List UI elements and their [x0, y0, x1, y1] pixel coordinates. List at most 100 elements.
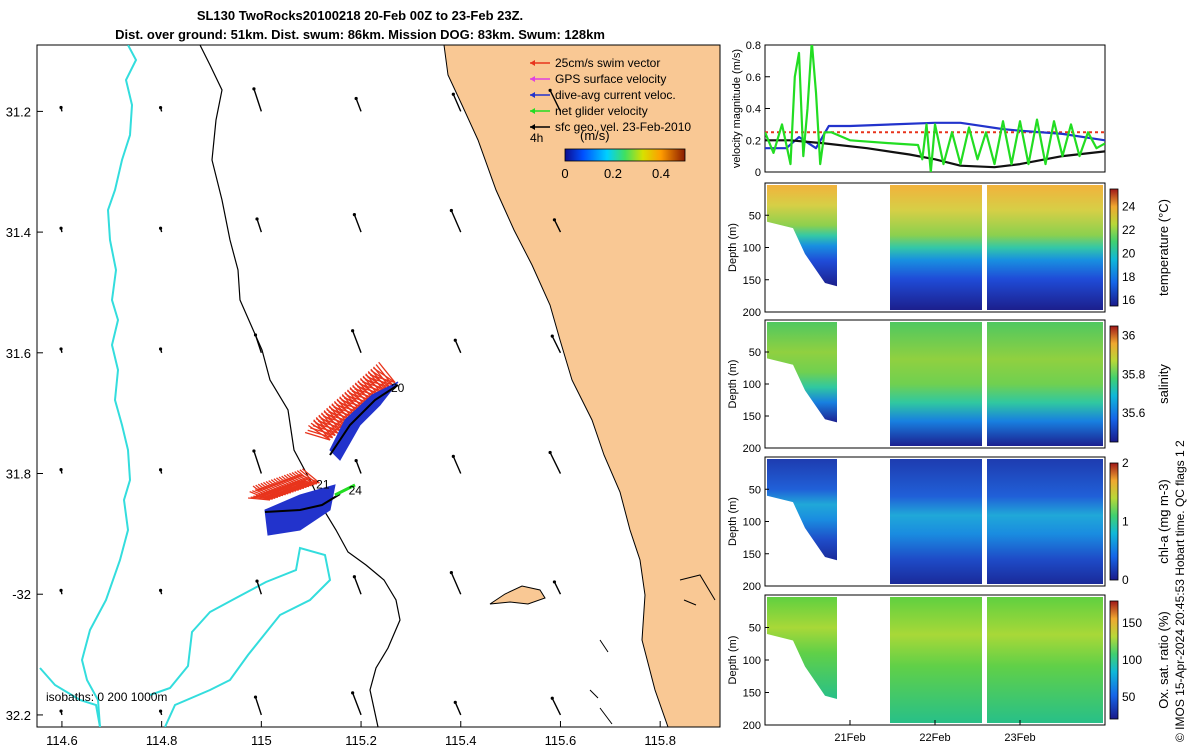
depth-tick-label: 100	[743, 517, 761, 529]
sfc-arrow-head	[59, 227, 62, 230]
depth-tick-label: 100	[743, 379, 761, 391]
sfc-arrow-head	[59, 106, 62, 109]
lon-tick-label: 115.2	[345, 733, 377, 748]
colorbar-tick-label: 18	[1122, 270, 1136, 284]
sfc-arrow-head	[159, 710, 162, 713]
sfc-arrow-head	[549, 451, 552, 454]
sfc-arrow-head	[452, 455, 455, 458]
profile-block	[987, 185, 1103, 310]
sfc-arrow-head	[59, 589, 62, 592]
sfc-arrow-head	[254, 333, 257, 336]
colorbar-label: salinity	[1156, 364, 1171, 404]
profile-block	[987, 597, 1103, 723]
sfc-arrow-head	[355, 97, 358, 100]
colorbar-tick-label: 1	[1122, 515, 1129, 529]
depth-tick-label: 200	[743, 307, 761, 319]
depth-tick-label: 150	[743, 411, 761, 423]
profile-colorbar	[1110, 189, 1118, 306]
colorbar-tick-label: 2	[1122, 456, 1129, 470]
depth-label: Depth (m)	[727, 636, 739, 685]
depth-tick-label: 50	[749, 484, 761, 496]
depth-tick-label: 200	[743, 581, 761, 593]
lon-tick-label: 115.4	[445, 733, 477, 748]
sfc-arrow-head	[353, 575, 356, 578]
colorbar-tick-label: 0.4	[652, 166, 670, 181]
sfc-arrow-head	[553, 218, 556, 221]
sfc-arrow-head	[159, 347, 162, 350]
velocity-ytick-label: 0.8	[746, 40, 761, 52]
sfc-arrow-head	[59, 347, 62, 350]
sfc-arrow-head	[159, 589, 162, 592]
colorbar-tick-label: 36	[1122, 329, 1136, 343]
lat-tick-label: 32.2	[6, 708, 31, 723]
profile-block	[890, 597, 982, 723]
depth-tick-label: 50	[749, 623, 761, 635]
profile-block	[987, 459, 1103, 584]
lat-tick-label: 31.8	[6, 467, 31, 482]
lon-tick-label: 114.6	[46, 733, 78, 748]
profile-block	[987, 322, 1103, 446]
velocity-ytick-label: 0	[755, 167, 761, 179]
lat-tick-label: -32	[12, 587, 31, 602]
profile-colorbar	[1110, 326, 1118, 442]
lon-tick-label: 115	[251, 733, 272, 748]
time-tick-label: 21Feb	[834, 732, 865, 744]
sfc-arrow-head	[159, 468, 162, 471]
sfc-arrow-head	[252, 87, 255, 90]
depth-tick-label: 100	[743, 655, 761, 667]
sfc-arrow-head	[351, 329, 354, 332]
legend-label: sfc geo. vel. 23-Feb-2010	[555, 120, 691, 134]
isobaths-label: isobaths: 0 200 1000m	[46, 690, 167, 704]
colorbar-label: temperature (°C)	[1156, 199, 1171, 296]
legend-tag: 4h	[530, 131, 543, 145]
sfc-arrow-head	[59, 709, 62, 712]
sfc-arrow-head	[553, 580, 556, 583]
depth-tick-label: 200	[743, 443, 761, 455]
colorbar-tick-label: 0	[561, 166, 568, 181]
lat-tick-label: 31.6	[6, 346, 31, 361]
depth-tick-label: 150	[743, 688, 761, 700]
colorbar-label: chl-a (mg m-3)	[1156, 479, 1171, 564]
velocity-ytick-label: 0.2	[746, 135, 761, 147]
depth-label: Depth (m)	[727, 497, 739, 546]
colorbar-tick-label: 100	[1122, 653, 1142, 667]
colorbar-tick-label: 0	[1122, 573, 1129, 587]
lat-tick-label: 31.2	[6, 104, 31, 119]
lat-tick-label: 31.4	[6, 225, 31, 240]
day-label: 24	[349, 484, 363, 498]
sfc-arrow-head	[255, 217, 258, 220]
velocity-ylabel: velocity magnitude (m/s)	[731, 49, 743, 168]
colorbar-tick-label: 22	[1122, 223, 1136, 237]
credit-text: © IMOS 15-Apr-2024 20:45:53 Hobart time.…	[1173, 440, 1187, 742]
time-tick-label: 23Feb	[1004, 732, 1035, 744]
depth-label: Depth (m)	[727, 223, 739, 272]
depth-tick-label: 150	[743, 549, 761, 561]
sfc-arrow-head	[351, 691, 354, 694]
colorbar-tick-label: 50	[1122, 690, 1136, 704]
lon-tick-label: 115.6	[545, 733, 577, 748]
velocity-ytick-label: 0.4	[746, 104, 761, 116]
legend-label: GPS surface velocity	[555, 72, 666, 86]
colorbar-label: Ox. sat. ratio (%)	[1156, 611, 1171, 709]
colorbar-tick-label: 35.6	[1122, 406, 1146, 420]
legend-label: 25cm/s swim vector	[555, 56, 660, 70]
sfc-arrow-head	[59, 468, 62, 471]
sfc-arrow-head	[454, 339, 457, 342]
depth-tick-label: 150	[743, 275, 761, 287]
depth-tick-label: 50	[749, 347, 761, 359]
sfc-arrow-head	[551, 697, 554, 700]
figure-canvas: 2021 24 isobaths: 0 200 1000m 114.6 114.8 1…	[0, 0, 1200, 750]
profile-colorbar	[1110, 463, 1118, 580]
colorbar-tick-label: 20	[1122, 246, 1136, 260]
colorbar-tick-label: 150	[1122, 616, 1142, 630]
sfc-arrow-head	[450, 209, 453, 212]
depth-tick-label: 50	[749, 210, 761, 222]
sfc-arrow-head	[551, 335, 554, 338]
sfc-arrow-head	[255, 579, 258, 582]
profile-panels: 0 0.2 0.4 0.6 0.8velocity magnitude (m/s) 50 1…	[727, 40, 1171, 744]
sfc-arrow-head	[254, 695, 257, 698]
profile-block	[890, 459, 982, 584]
colorbar-tick-label: 24	[1122, 200, 1136, 214]
velocity-ytick-label: 0.6	[746, 72, 761, 84]
lon-tick-label: 115.8	[644, 733, 676, 748]
